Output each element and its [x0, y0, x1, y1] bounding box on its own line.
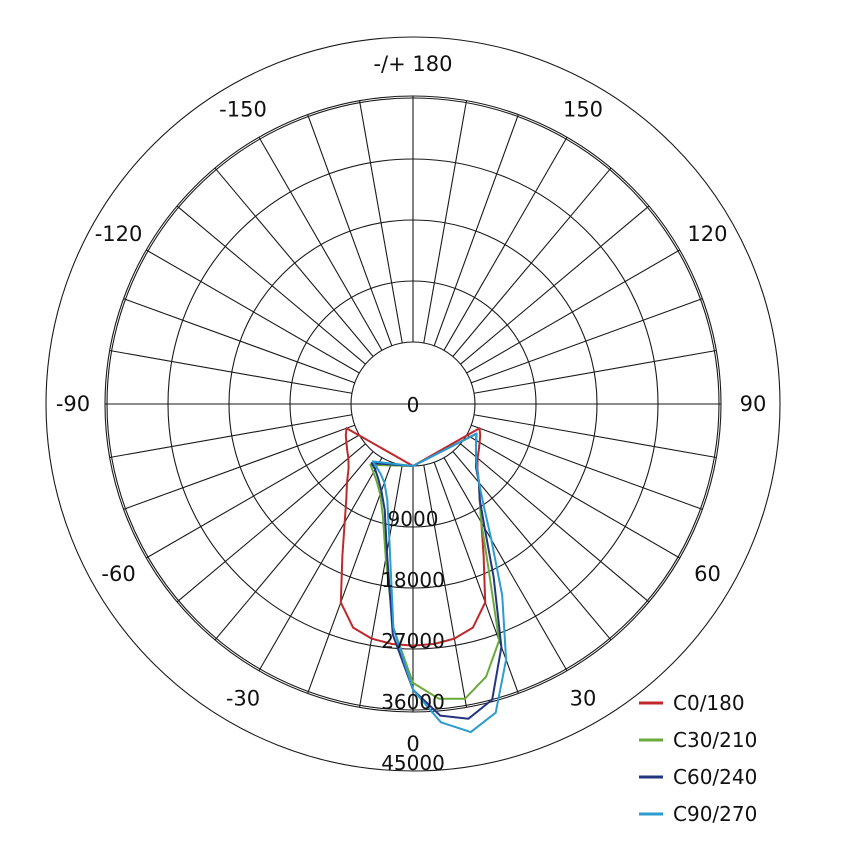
grid-spoke-140 — [452, 167, 612, 357]
legend-label-2: C60/240 — [673, 765, 757, 789]
grid-spoke-230 — [176, 205, 366, 365]
angle-label-6: -90 — [56, 392, 90, 416]
angle-label-7: 60 — [694, 562, 721, 586]
grid-spoke-30 — [443, 457, 568, 672]
legend-label-1: C30/210 — [673, 728, 757, 752]
grid-spoke-110 — [471, 298, 703, 384]
grid-spoke-10 — [423, 464, 468, 708]
grid-spoke-340 — [307, 462, 393, 694]
grid-spoke-280 — [109, 414, 353, 459]
angle-label-8: -60 — [101, 562, 135, 586]
angle-label-4: -120 — [95, 222, 143, 246]
grid-spoke-210 — [258, 136, 383, 351]
grid-spoke-250 — [123, 298, 355, 384]
grid-spoke-70 — [471, 424, 703, 510]
grid-spoke-40 — [452, 451, 612, 641]
grid-spoke-290 — [123, 424, 355, 510]
grid-spoke-320 — [214, 451, 374, 641]
legend-label-3: C90/270 — [673, 802, 757, 826]
radial-label-1: 9000 — [388, 507, 439, 531]
angle-label-11: 0 — [406, 732, 419, 756]
grid-spoke-120 — [466, 249, 681, 374]
legend-label-0: C0/180 — [673, 691, 745, 715]
angle-label-9: 30 — [570, 686, 597, 710]
legend: C0/180 C30/210 C60/240 C90/270 — [639, 691, 757, 826]
grid-spoke-260 — [109, 349, 353, 394]
grid-spoke-200 — [307, 114, 393, 346]
radial-label-0: 0 — [407, 393, 420, 417]
series-curve-3 — [371, 432, 508, 734]
angle-label-5: 90 — [740, 392, 767, 416]
grid-spoke-130 — [460, 205, 650, 365]
radial-labels-group: 0 9000 18000 27000 36000 45000 — [381, 393, 445, 775]
grid-spoke-100 — [473, 349, 717, 394]
grid-spoke-330 — [258, 457, 383, 672]
angle-label-0: -/+ 180 — [373, 52, 452, 76]
grid-spoke-240 — [145, 249, 360, 374]
grid-spoke-220 — [214, 167, 374, 357]
grid-spoke-80 — [473, 414, 717, 459]
angle-labels-group: -/+ 180 150 -150 120 -120 90 -90 60 -60 30 -30 0 — [56, 52, 767, 756]
grid-spoke-60 — [466, 434, 681, 559]
grid-spoke-50 — [460, 443, 650, 603]
grid-spoke-20 — [433, 462, 519, 694]
grid-spoke-190 — [358, 100, 403, 344]
series-curve-0 — [339, 427, 487, 647]
radial-label-4: 36000 — [381, 690, 445, 714]
radial-label-2: 18000 — [381, 568, 445, 592]
grid-spoke-170 — [423, 100, 468, 344]
grid-spoke-350 — [358, 464, 403, 708]
angle-label-1: 150 — [563, 98, 603, 122]
angle-label-2: -150 — [219, 98, 267, 122]
grid-spoke-300 — [145, 434, 360, 559]
curves-group — [339, 427, 508, 734]
grid-spoke-150 — [443, 136, 568, 351]
grid-spoke-310 — [176, 443, 366, 603]
angle-label-3: 120 — [687, 222, 727, 246]
grid-circle-45000 — [45, 36, 781, 772]
angle-label-10: -30 — [226, 686, 260, 710]
radial-label-3: 27000 — [381, 629, 445, 653]
radial-label-5: 45000 — [381, 751, 445, 775]
grid-spoke-160 — [433, 114, 519, 346]
